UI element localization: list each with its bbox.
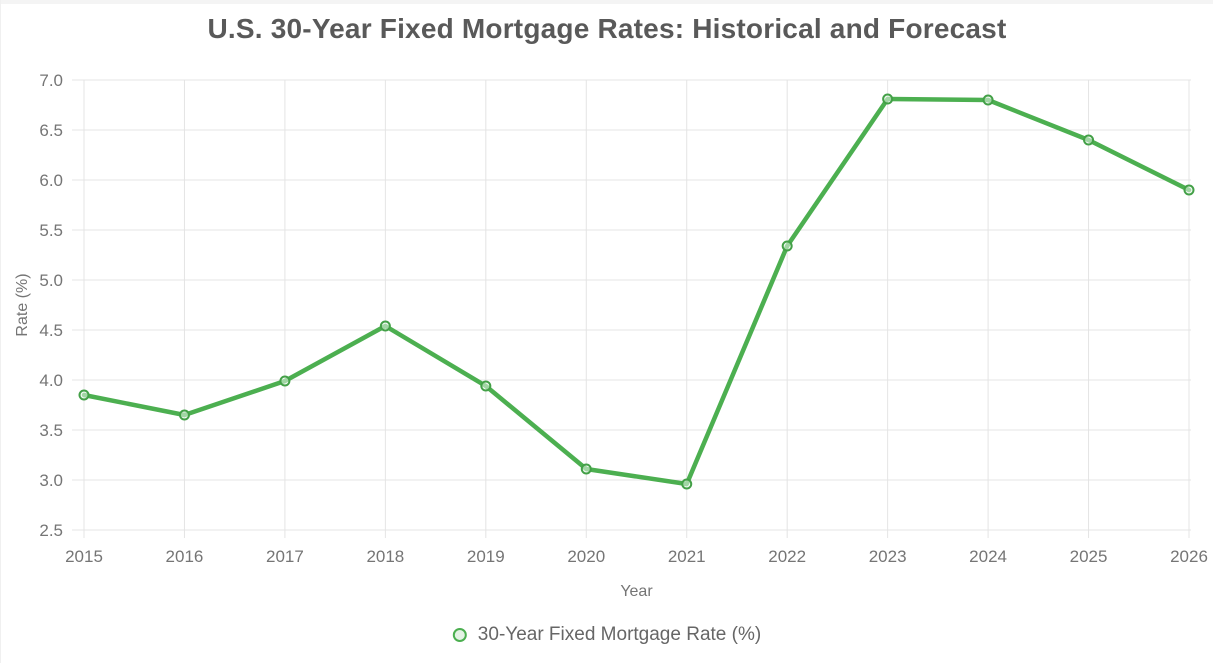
data-point-2025[interactable]	[1083, 134, 1095, 146]
y-axis-title: Rate (%)	[14, 273, 31, 337]
x-tick-label: 2025	[1070, 547, 1108, 566]
x-tick-label: 2021	[668, 547, 706, 566]
x-tick-label: 2020	[567, 547, 605, 566]
data-point-2015[interactable]	[78, 389, 90, 401]
data-point-2019[interactable]	[480, 380, 492, 392]
data-point-2018[interactable]	[379, 320, 391, 332]
data-point-2023[interactable]	[882, 93, 894, 105]
data-point-2022[interactable]	[781, 240, 793, 252]
chart-title: U.S. 30-Year Fixed Mortgage Rates: Histo…	[207, 13, 1007, 44]
data-point-2021[interactable]	[681, 478, 693, 490]
y-tick-label: 6.5	[39, 121, 63, 140]
legend-item[interactable]: 30-Year Fixed Mortgage Rate (%)	[452, 624, 762, 646]
data-point-2026[interactable]	[1183, 184, 1195, 196]
x-tick-label: 2022	[768, 547, 806, 566]
data-point-2016[interactable]	[178, 409, 190, 421]
x-axis-title: Year	[620, 583, 653, 600]
y-tick-label: 3.0	[39, 471, 63, 490]
y-tick-label: 7.0	[39, 71, 63, 90]
y-tick-label: 5.5	[39, 221, 63, 240]
y-tick-label: 4.5	[39, 321, 63, 340]
x-tick-label: 2018	[366, 547, 404, 566]
x-tick-label: 2023	[869, 547, 907, 566]
data-point-2024[interactable]	[982, 94, 994, 106]
line-chart-plot-area: 2.5 3.0 3.5 4.0 4.5 5.0 5.5 6.0 6.5 7.0 2015 2016 20…	[39, 71, 1208, 566]
data-point-2017[interactable]	[279, 375, 291, 387]
data-point-2020[interactable]	[580, 463, 592, 475]
x-tick-label: 2019	[467, 547, 505, 566]
x-tick-label: 2026	[1170, 547, 1208, 566]
window-top-edge	[1, 0, 1213, 4]
x-tick-label: 2015	[65, 547, 103, 566]
legend-circle-marker-icon	[452, 628, 467, 642]
x-tick-label: 2016	[166, 547, 204, 566]
y-tick-label: 4.0	[39, 371, 63, 390]
x-tick-label: 2017	[266, 547, 304, 566]
series-line	[81, 96, 1192, 487]
y-tick-label: 2.5	[39, 521, 63, 540]
legend-label: 30-Year Fixed Mortgage Rate (%)	[477, 624, 762, 645]
y-tick-label: 3.5	[39, 421, 63, 440]
x-tick-label: 2024	[969, 547, 1007, 566]
y-tick-label: 5.0	[39, 271, 63, 290]
y-tick-label: 6.0	[39, 171, 63, 190]
